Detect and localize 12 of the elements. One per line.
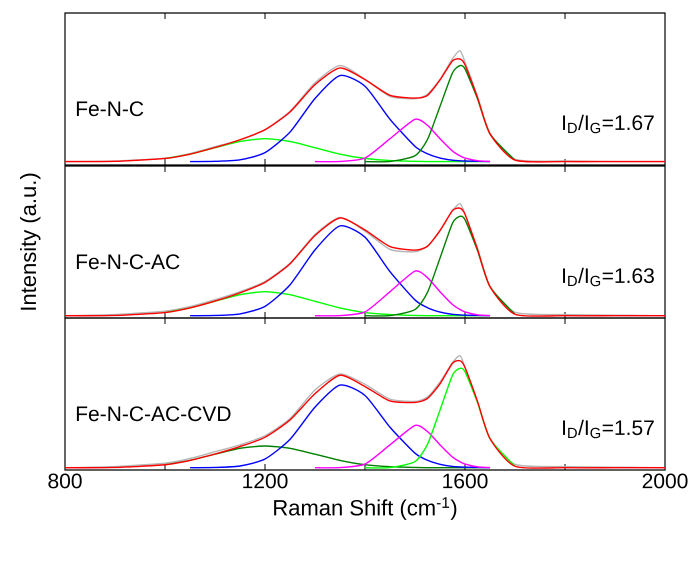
annotation: I$_{D}$/I$_{G}$=1.67 bbox=[563, 114, 654, 134]
annotation: I$_{D}$/I$_{G}$=1.57 bbox=[563, 420, 654, 438]
x-tick-label: 2000 bbox=[642, 474, 688, 488]
x-tick-label: 800 bbox=[48, 474, 82, 488]
y-axis-title: Intensity (a.u.) bbox=[20, 174, 40, 310]
annotation: Fe-N-C bbox=[76, 101, 144, 116]
x-axis-title: Raman Shift (cm$^{-1}$) bbox=[274, 497, 456, 520]
annotation: Fe-N-C-AC bbox=[76, 254, 180, 270]
x-tick-label: 1600 bbox=[443, 474, 488, 488]
annotation: I$_{D}$/I$_{G}$=1.63 bbox=[563, 268, 654, 286]
x-tick-label: 1200 bbox=[243, 474, 288, 488]
annotation: Fe-N-C-AC-CVD bbox=[76, 406, 230, 422]
